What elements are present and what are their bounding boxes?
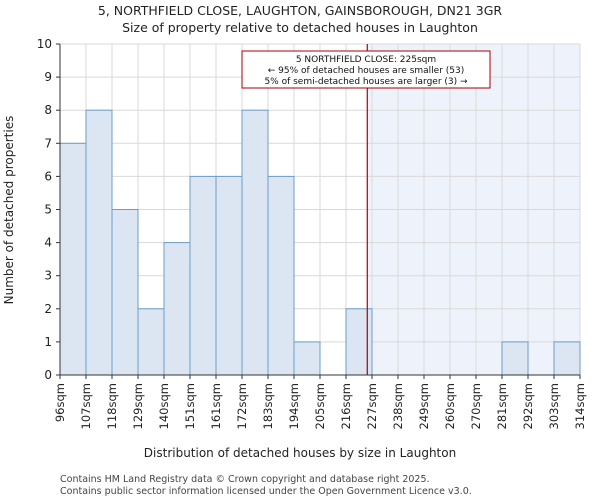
x-tick-label: 118sqm (105, 383, 119, 429)
x-tick-label: 140sqm (157, 383, 171, 429)
annotation-line-2: ← 95% of detached houses are smaller (53… (268, 66, 465, 76)
bar (553, 341, 581, 376)
annotation-box: 5 NORTHFIELD CLOSE: 225sqm ← 95% of deta… (241, 50, 491, 89)
footer-line-2: Contains public sector information licen… (60, 486, 472, 497)
annotation-border (241, 50, 491, 89)
chart-subtitle: Size of property relative to detached ho… (122, 20, 478, 35)
x-tick-label: 183sqm (261, 383, 275, 429)
x-tick-label: 205sqm (313, 383, 327, 429)
x-tick-label: 161sqm (209, 383, 223, 429)
bar (293, 341, 321, 376)
y-tick-label: 4 (44, 236, 52, 250)
chart-title: 5, NORTHFIELD CLOSE, LAUGHTON, GAINSBORO… (98, 3, 503, 18)
y-tick-label: 7 (44, 136, 52, 150)
bar (501, 341, 529, 376)
y-tick-label: 8 (44, 103, 52, 117)
x-tick-label: 314sqm (573, 383, 587, 429)
x-tick-label: 172sqm (235, 383, 249, 429)
x-tick-label: 194sqm (287, 383, 301, 429)
y-tick-label: 6 (44, 169, 52, 183)
bar (345, 308, 373, 376)
y-tick-label: 0 (44, 368, 52, 382)
x-tick-label: 249sqm (417, 383, 431, 429)
bar (267, 175, 295, 376)
bar (85, 109, 113, 376)
y-tick-label: 1 (44, 335, 52, 349)
y-tick-label: 5 (44, 203, 52, 217)
y-tick-label: 10 (37, 37, 52, 51)
x-tick-label: 281sqm (495, 383, 509, 429)
x-tick-label: 292sqm (521, 383, 535, 429)
bar (59, 142, 87, 376)
bar (241, 109, 269, 376)
bar (163, 242, 191, 376)
annotation-line-1: 5 NORTHFIELD CLOSE: 225sqm (296, 55, 436, 65)
x-ticks: 96sqm 107sqm 118sqm 129sqm 140sqm 151sqm 161sq… (53, 375, 587, 429)
y-tick-label: 9 (44, 70, 52, 84)
bar (137, 308, 165, 376)
x-tick-label: 216sqm (339, 383, 353, 429)
y-tick-label: 2 (44, 302, 52, 316)
annotation-line-3: 5% of semi-detached houses are larger (3… (264, 77, 468, 87)
bar (215, 175, 243, 376)
x-tick-label: 96sqm (53, 383, 67, 422)
bar (111, 209, 139, 376)
x-tick-label: 270sqm (469, 383, 483, 429)
x-tick-label: 260sqm (443, 383, 457, 429)
y-tick-label: 3 (44, 269, 52, 283)
x-tick-label: 107sqm (79, 383, 93, 429)
y-axis-label: Number of detached properties (2, 116, 16, 305)
bar (189, 175, 217, 376)
x-tick-label: 227sqm (365, 383, 379, 429)
x-tick-label: 238sqm (391, 383, 405, 429)
x-tick-label: 151sqm (183, 383, 197, 429)
y-ticks: 0 1 2 3 4 5 6 7 8 9 10 (37, 37, 60, 382)
footer-line-1: Contains HM Land Registry data © Crown c… (60, 474, 430, 485)
x-axis-label: Distribution of detached houses by size … (144, 446, 456, 460)
x-tick-label: 129sqm (131, 383, 145, 429)
x-tick-label: 303sqm (547, 383, 561, 429)
